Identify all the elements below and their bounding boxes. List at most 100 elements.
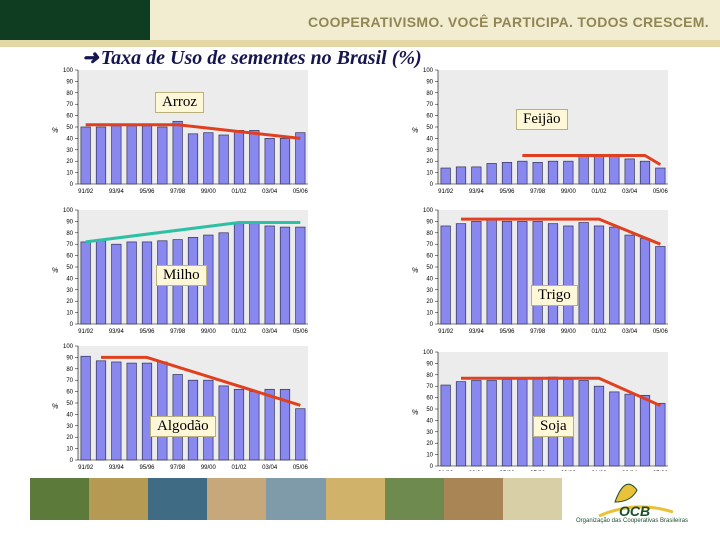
y-tick-label: 30 [426,148,433,154]
y-tick-label: 10 [66,171,73,177]
bar-92/93 [95,126,107,185]
x-tick-label: 05/06 [653,189,669,195]
x-tick-label: 03/04 [262,189,278,195]
trend-line [461,217,661,246]
x-tick-label: 05/06 [293,189,309,195]
y-tick-label: 50 [66,265,73,271]
trend-line [85,123,301,140]
bar-04/05 [639,238,651,325]
y-tick-label: 50 [66,401,73,407]
x-tick-label: 93/94 [109,329,125,335]
x-tick-label: 93/94 [109,465,125,471]
bar-00/01 [218,385,229,461]
bar-02/03 [609,155,620,185]
y-tick-label: 30 [66,288,73,294]
x-tick-label: 95/96 [139,465,155,471]
bar-93/94 [111,243,122,325]
y-tick-label: 20 [426,441,433,447]
y-tick-label: 20 [66,159,73,165]
arrow-right-icon: ➜ [82,47,99,69]
y-tick-label: 100 [63,344,74,350]
x-tick-label: 91/92 [78,329,94,335]
x-tick-label: 01/02 [231,189,247,195]
y-tick-label: 10 [426,171,433,177]
bar-96/97 [157,126,168,185]
bar-92/93 [455,381,467,467]
x-tick-label: 97/98 [170,189,186,195]
x-tick-label: 95/96 [499,189,515,195]
y-tick-label: 50 [426,407,433,413]
bar-91/92 [80,241,91,325]
bar-99/00 [563,160,574,185]
y-tick-label: 0 [70,322,74,328]
x-tick-label: 03/04 [262,465,278,471]
y-tick-label: 100 [63,68,74,74]
y-tick-label: 40 [66,276,73,282]
bar-03/04 [624,234,635,325]
chart-label-milho: Milho [156,265,207,286]
x-tick-label: 97/98 [530,329,546,335]
y-tick-label: 0 [430,464,434,470]
y-tick-label: 20 [66,435,73,441]
y-tick-label: 30 [426,430,433,436]
y-tick-label: 0 [70,182,74,188]
y-tick-label: 40 [426,136,433,142]
y-axis-label: % [52,404,58,411]
y-tick-label: 100 [423,208,434,214]
trend-line [522,154,662,166]
x-tick-label: 05/06 [293,329,309,335]
header-dark-block [0,0,150,47]
bar-05/06 [295,408,306,461]
y-tick-label: 80 [66,367,73,373]
y-tick-label: 100 [423,350,434,356]
x-tick-label: 91/92 [438,329,454,335]
bar-05/06 [655,402,666,467]
y-tick-label: 70 [66,242,73,248]
y-tick-label: 60 [426,114,433,120]
x-tick-label: 99/00 [561,189,577,195]
bar-02/03 [609,391,620,467]
x-tick-label: 03/04 [262,329,278,335]
y-tick-label: 0 [430,322,434,328]
y-tick-label: 90 [426,361,433,367]
y-tick-label: 90 [426,219,433,225]
bar-91/92 [80,126,91,185]
bar-00/01 [578,222,589,325]
x-tick-label: 05/06 [293,465,309,471]
bar-01/02 [593,385,605,467]
y-tick-label: 90 [426,79,433,85]
bar-01/02 [593,225,605,325]
bar-95/96 [141,362,153,461]
chart-label-algodao: Algodão [150,416,216,437]
bar-01/02 [233,223,245,325]
bar-95/96 [141,241,153,325]
y-tick-label: 80 [426,231,433,237]
x-tick-label: 91/92 [438,189,454,195]
y-tick-label: 60 [66,254,73,260]
logo-leaf-icon [614,483,638,503]
page-title: ➜ Taxa de Uso de sementes no Brasil (%) [82,45,422,70]
y-axis-label: % [52,268,58,275]
y-tick-label: 80 [66,91,73,97]
y-tick-label: 20 [426,299,433,305]
bar-03/04 [264,388,275,461]
bar-02/03 [249,130,260,185]
logo-text: OCB [619,503,650,519]
y-tick-label: 0 [70,458,74,464]
trend-line [101,355,301,407]
trend-line [85,221,301,244]
bar-05/06 [655,246,666,325]
y-tick-label: 100 [63,208,74,214]
y-tick-label: 80 [426,373,433,379]
bar-05/06 [295,226,306,325]
bar-94/95 [486,163,497,185]
chart-arroz: 0 10 20 30 40 50 60 70 80 90 100% 91/92 93/94 95/96 97… [52,68,309,195]
footer-photo-strip [30,478,562,520]
bar-95/96 [141,125,153,185]
y-tick-label: 80 [426,91,433,97]
photo-tile [207,478,267,520]
y-axis-label: % [52,128,58,135]
bar-01/02 [233,130,245,185]
logo-subtitle: Organização das Cooperativas Brasileiras [576,518,689,524]
x-tick-label: 95/96 [139,329,155,335]
